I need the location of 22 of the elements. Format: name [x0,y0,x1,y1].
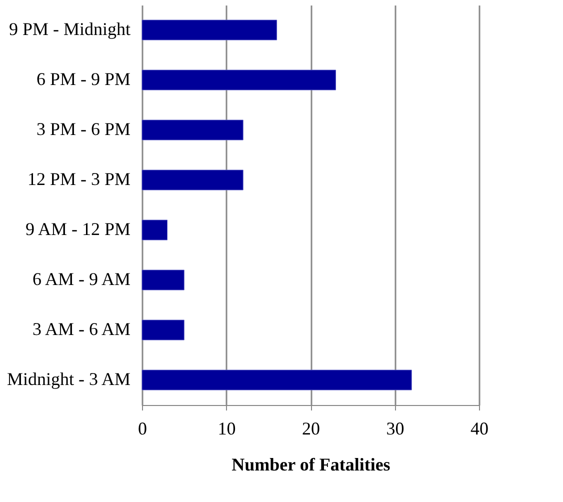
bar [142,320,184,340]
bar [142,220,168,240]
y-tick-label: 12 PM - 3 PM [27,169,130,189]
bar [142,70,336,90]
x-tick-label: 20 [302,418,320,438]
y-tick-label: 6 PM - 9 PM [36,69,130,89]
bar [142,170,244,190]
bar [142,270,184,290]
y-tick-label: 9 AM - 12 PM [25,219,130,239]
x-tick-label: 30 [386,418,404,438]
y-tick-label: Midnight - 3 AM [6,369,130,389]
y-tick-label: 9 PM - Midnight [8,19,130,39]
y-tick-label: 3 AM - 6 AM [32,319,130,339]
x-tick-label: 0 [138,418,147,438]
x-axis-title: Number of Fatalities [232,454,390,474]
x-tick-label: 40 [470,418,488,438]
y-tick-label: 3 PM - 6 PM [36,119,130,139]
bar [142,20,278,40]
y-tick-label: 6 AM - 9 AM [32,269,130,289]
x-tick-label: 10 [218,418,236,438]
bar [142,120,244,140]
bar [142,370,412,390]
